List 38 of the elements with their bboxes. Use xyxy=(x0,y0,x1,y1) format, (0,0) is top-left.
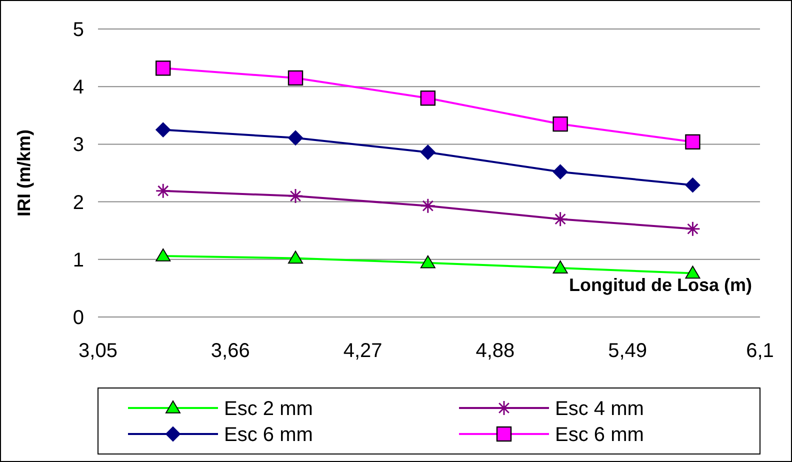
point xyxy=(420,198,436,214)
x-tick-label: 4,27 xyxy=(343,340,382,362)
point xyxy=(685,266,700,279)
point xyxy=(552,260,568,274)
point xyxy=(552,211,568,227)
x-axis-title: Longitud de Losa (m) xyxy=(569,275,752,295)
point xyxy=(288,250,304,264)
point xyxy=(552,116,568,132)
point xyxy=(420,144,436,160)
point xyxy=(685,134,700,150)
x-tick-label: 4,88 xyxy=(476,340,515,362)
legend-label: Esc 4 mm xyxy=(555,398,644,420)
point xyxy=(288,188,304,204)
point xyxy=(685,178,700,193)
y-tick-label: 0 xyxy=(72,307,84,329)
point xyxy=(684,221,700,237)
point xyxy=(552,164,568,180)
legend-label: Esc 6 mm xyxy=(224,424,313,446)
y-tick-label: 4 xyxy=(72,76,84,99)
x-tick-label: 3,05 xyxy=(78,340,118,362)
y-axis-title: IRI (m/km) xyxy=(14,129,34,217)
legend-label: Esc 6 mm xyxy=(555,424,644,446)
point xyxy=(288,70,304,86)
x-tick-label: 6,1 xyxy=(746,340,774,362)
point xyxy=(420,90,436,106)
y-tick-label: 2 xyxy=(72,192,84,214)
y-tick-label: 5 xyxy=(72,19,84,41)
point xyxy=(288,130,304,146)
point xyxy=(156,60,171,76)
point xyxy=(156,248,171,262)
point xyxy=(156,122,171,138)
x-tick-label: 3,66 xyxy=(210,340,250,362)
y-tick-label: 3 xyxy=(72,134,84,156)
point xyxy=(420,255,436,268)
y-tick-label: 1 xyxy=(72,249,84,272)
legend-label: Esc 2 mm xyxy=(224,398,313,420)
x-tick-label: 5,49 xyxy=(608,340,648,362)
point xyxy=(155,183,171,199)
